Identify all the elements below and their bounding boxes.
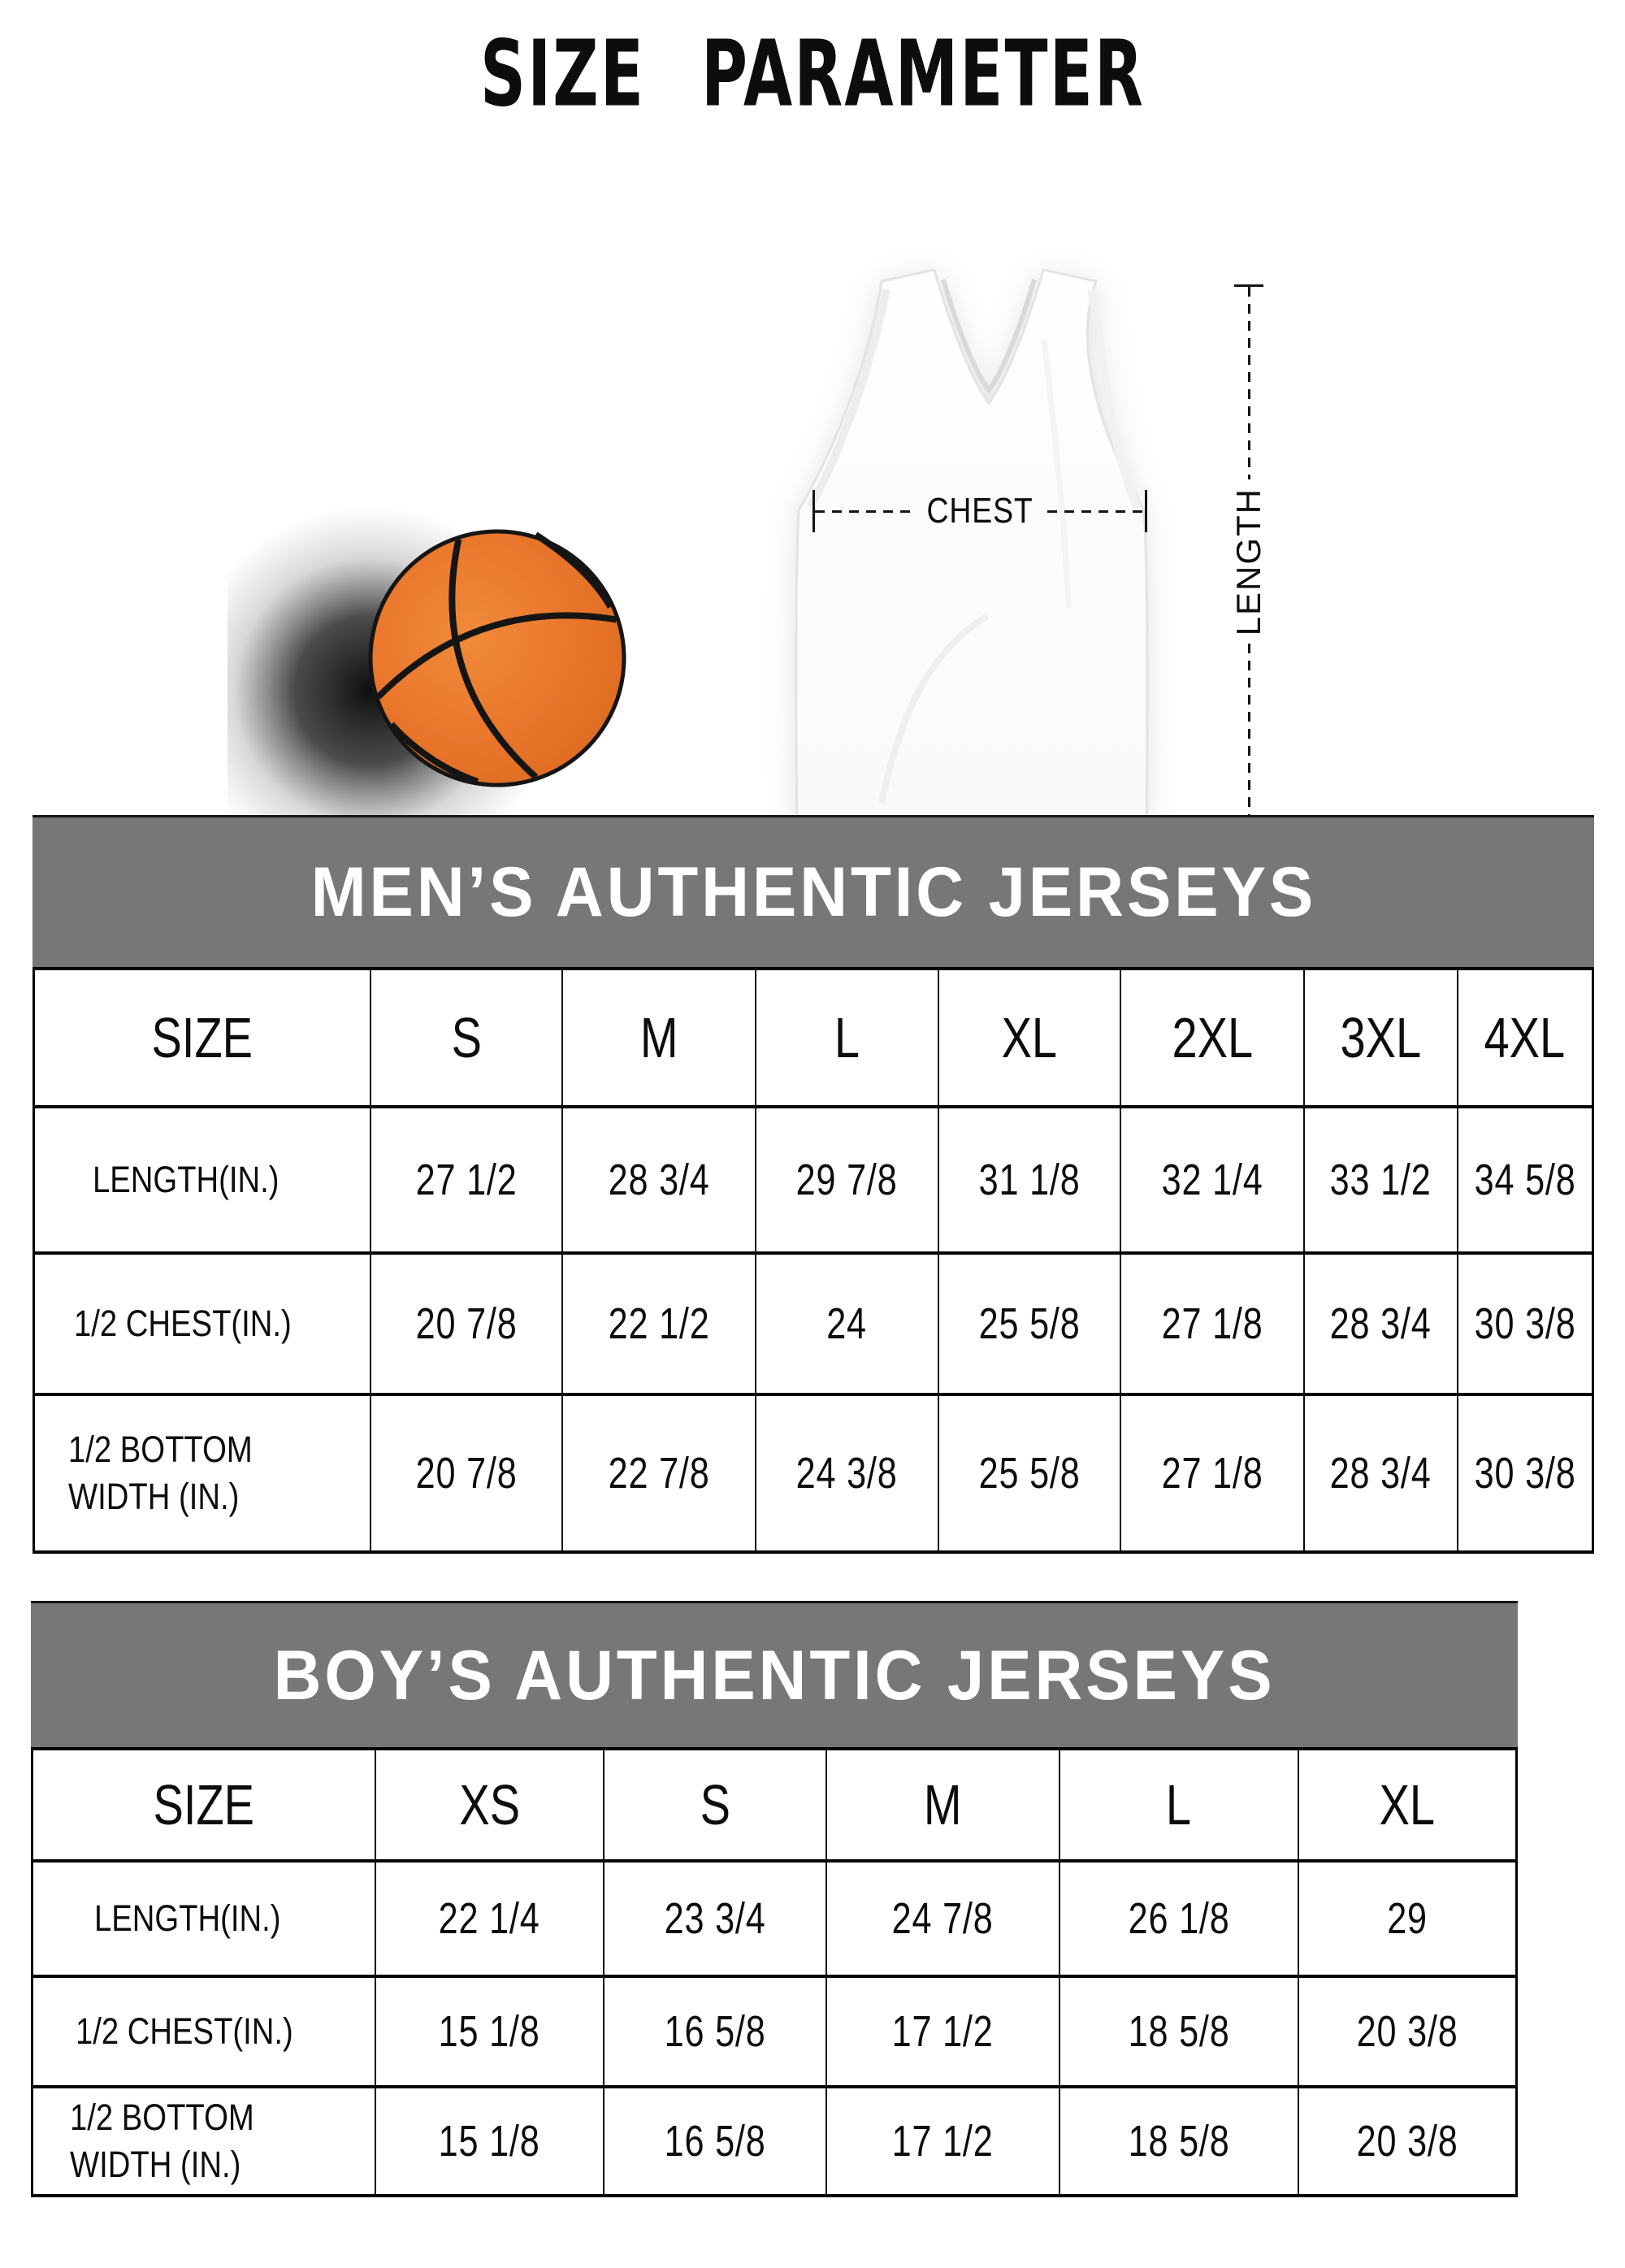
men-size-value: 31 1/8 [937, 1105, 1122, 1255]
chest-tick-left [812, 490, 815, 532]
men-size-value: 25 5/8 [937, 1251, 1122, 1396]
boys-size-value: 16 5/8 [602, 1975, 827, 2088]
men-size-section: MEN’S AUTHENTIC JERSEYS SIZE S M L XL 2X… [32, 815, 1594, 1554]
boys-size-value: 15 1/8 [374, 2085, 604, 2197]
boys-size-value: 18 5/8 [1058, 2085, 1299, 2197]
men-section-banner: MEN’S AUTHENTIC JERSEYS [32, 815, 1594, 967]
boys-col-header: L [1058, 1747, 1299, 1863]
page-title: SIZE PARAMETER [0, 21, 1625, 128]
men-size-value: 28 3/4 [1303, 1251, 1458, 1396]
chest-dash-left [815, 510, 912, 513]
men-size-value: 34 5/8 [1456, 1105, 1594, 1255]
boys-size-value: 17 1/2 [825, 1975, 1060, 2088]
men-size-value: 32 1/4 [1120, 1105, 1306, 1255]
boys-size-table: SIZE XS S M L XL LENGTH(IN.) 22 1/4 23 3… [31, 1747, 1518, 2197]
page-title-text: SIZE PARAMETER [480, 21, 1145, 128]
boys-col-header: XS [374, 1747, 604, 1863]
boys-section-title: BOY’S AUTHENTIC JERSEYS [273, 1636, 1276, 1715]
men-size-table: SIZE S M L XL 2XL 3XL 4XL LENGTH(IN.) 27… [32, 967, 1594, 1554]
men-size-value: 28 3/4 [1303, 1393, 1458, 1554]
chest-label: CHEST [926, 491, 1034, 531]
length-label: LENGTH [1229, 487, 1268, 636]
boys-header-row: SIZE XS S M L XL [31, 1747, 1518, 1863]
men-col-header: L [754, 967, 939, 1108]
boys-bottom-width-row: 1/2 BOTTOM WIDTH (IN.) 15 1/8 16 5/8 17 … [31, 2085, 1518, 2197]
men-size-value: 30 3/8 [1456, 1393, 1594, 1554]
boys-size-value: 16 5/8 [602, 2085, 827, 2197]
boys-size-value: 20 3/8 [1297, 1975, 1518, 2088]
boys-chest-row: 1/2 CHEST(IN.) 15 1/8 16 5/8 17 1/2 18 5… [31, 1975, 1518, 2088]
men-col-header: 3XL [1303, 967, 1458, 1108]
men-header-row: SIZE S M L XL 2XL 3XL 4XL [32, 967, 1594, 1108]
jersey-body [795, 268, 1149, 839]
men-col-header: 4XL [1456, 967, 1594, 1108]
men-col-header-size: SIZE [32, 967, 371, 1108]
boys-row-label: 1/2 CHEST(IN.) [31, 1975, 376, 2088]
jersey-collar-trim [941, 279, 1037, 394]
chest-tick-right [1145, 490, 1147, 532]
men-row-label: LENGTH(IN.) [32, 1105, 371, 1255]
size-diagram: CHEST LENGTH [0, 98, 1625, 865]
men-size-value: 24 3/8 [754, 1393, 939, 1554]
boys-col-header: XL [1297, 1747, 1518, 1863]
boys-length-row: LENGTH(IN.) 22 1/4 23 3/4 24 7/8 26 1/8 … [31, 1859, 1518, 1978]
men-col-header: S [369, 967, 564, 1108]
men-chest-row: 1/2 CHEST(IN.) 20 7/8 22 1/2 24 25 5/8 2… [32, 1251, 1594, 1396]
basketball-icon [228, 505, 626, 865]
length-dash-top [1247, 287, 1250, 479]
men-size-value: 20 7/8 [369, 1393, 564, 1554]
boys-size-value: 15 1/8 [374, 1975, 604, 2088]
boys-row-label: LENGTH(IN.) [31, 1859, 376, 1978]
men-size-value: 24 [754, 1251, 939, 1396]
chest-measure-line: CHEST [812, 490, 1147, 532]
length-tick-top [1234, 284, 1263, 287]
jersey-crease [878, 613, 990, 804]
men-size-value: 33 1/2 [1303, 1105, 1458, 1255]
boys-col-header-size: SIZE [31, 1747, 376, 1863]
men-length-row: LENGTH(IN.) 27 1/2 28 3/4 29 7/8 31 1/8 … [32, 1105, 1594, 1255]
men-row-label: 1/2 BOTTOM WIDTH (IN.) [32, 1393, 371, 1554]
men-size-value: 22 7/8 [561, 1393, 756, 1554]
boys-size-value: 23 3/4 [602, 1859, 827, 1978]
men-section-title: MEN’S AUTHENTIC JERSEYS [310, 853, 1316, 931]
boys-section-banner: BOY’S AUTHENTIC JERSEYS [31, 1601, 1518, 1747]
length-dash-bottom [1247, 644, 1250, 837]
men-size-value: 30 3/8 [1456, 1251, 1594, 1396]
men-size-value: 25 5/8 [937, 1393, 1122, 1554]
boys-size-value: 20 3/8 [1297, 2085, 1518, 2197]
men-size-value: 22 1/2 [561, 1251, 756, 1396]
boys-size-value: 22 1/4 [374, 1859, 604, 1978]
boys-size-value: 26 1/8 [1058, 1859, 1299, 1978]
jersey-icon [795, 268, 1149, 864]
boys-size-value: 18 5/8 [1058, 1975, 1299, 2088]
men-size-value: 28 3/4 [561, 1105, 756, 1255]
jersey-armhole-right [1087, 288, 1141, 509]
men-size-value: 27 1/8 [1120, 1251, 1306, 1396]
men-col-header: XL [937, 967, 1122, 1108]
chest-dash-right [1047, 510, 1145, 513]
boys-row-label: 1/2 BOTTOM WIDTH (IN.) [31, 2085, 376, 2197]
men-row-label: 1/2 CHEST(IN.) [32, 1251, 371, 1396]
boys-size-value: 24 7/8 [825, 1859, 1060, 1978]
boys-size-value: 17 1/2 [825, 2085, 1060, 2197]
jersey-armhole-left [806, 288, 890, 510]
boys-col-header: M [825, 1747, 1060, 1863]
boys-col-header: S [602, 1747, 827, 1863]
boys-size-value: 29 [1297, 1859, 1518, 1978]
men-size-value: 20 7/8 [369, 1251, 564, 1396]
men-col-header: M [561, 967, 756, 1108]
men-col-header: 2XL [1120, 967, 1306, 1108]
men-bottom-width-row: 1/2 BOTTOM WIDTH (IN.) 20 7/8 22 7/8 24 … [32, 1393, 1594, 1554]
men-size-value: 29 7/8 [754, 1105, 939, 1255]
men-size-value: 27 1/2 [369, 1105, 564, 1255]
length-measure-line: LENGTH [1229, 284, 1268, 839]
boys-size-section: BOY’S AUTHENTIC JERSEYS SIZE XS S M L XL… [31, 1601, 1518, 2197]
men-size-value: 27 1/8 [1120, 1393, 1306, 1554]
jersey-crease [1041, 339, 1072, 609]
